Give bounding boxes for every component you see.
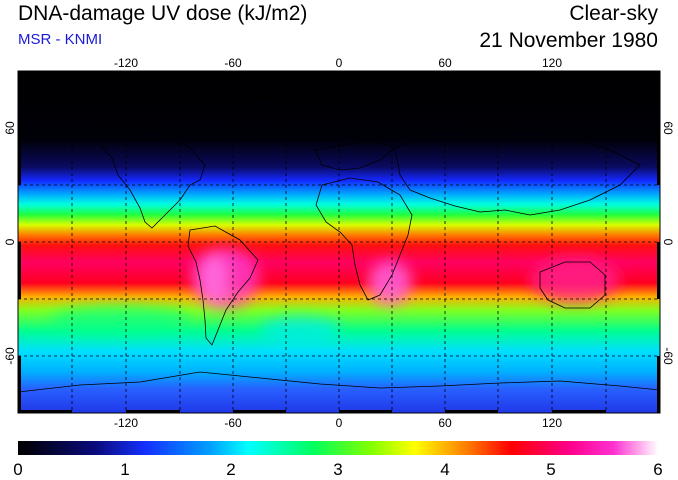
lon-tick-label: -120: [114, 56, 138, 70]
uv-hotspot-southern-africa: [368, 261, 412, 305]
lon-tick-label: -60: [224, 416, 242, 430]
colorbar-labels: 0 1 2 3 4 5 6: [13, 460, 662, 479]
sky-condition-label: Clear-sky: [569, 2, 658, 25]
lon-tick-label: -120: [114, 416, 138, 430]
lon-tick-label: 60: [438, 56, 452, 70]
lon-tick-label: -60: [224, 56, 242, 70]
coastline-north-america: [94, 121, 206, 229]
colorbar-tick-label: 6: [653, 460, 662, 479]
lon-tick-label: 0: [336, 56, 343, 70]
date-label: 21 November 1980: [479, 29, 658, 52]
colorbar-tick-label: 2: [226, 460, 235, 479]
source-label: MSR - KNMI: [18, 31, 103, 48]
colorbar-tick-label: 3: [333, 460, 342, 479]
uv-low-south-atlantic: [260, 316, 340, 344]
lon-labels-bottom: -120 -60 0 60 120: [114, 416, 562, 430]
lat-tick-label: 0: [3, 238, 17, 245]
lat-tick-label: 60: [661, 121, 675, 135]
uv-hotspot-andes-halo: [191, 248, 259, 308]
lat-labels-left: 60 0 -60: [3, 121, 17, 365]
coastline-europe: [314, 139, 396, 171]
coastlines: [18, 95, 660, 393]
colorbar-tick-label: 1: [120, 460, 129, 479]
coastline-south-america: [187, 225, 259, 346]
lon-tick-label: 120: [542, 416, 562, 430]
uv-low-south-pacific: [50, 306, 190, 334]
colorbar-tick-label: 4: [440, 460, 449, 479]
lat-tick-label: 60: [3, 121, 17, 135]
lat-tick-label: 0: [661, 239, 675, 246]
lon-tick-label: 0: [336, 416, 343, 430]
lat-tick-label: -60: [661, 347, 675, 365]
lat-labels-right: 60 0 -60: [661, 121, 675, 365]
colorbar-tick-label: 0: [13, 460, 22, 479]
coastline-antarctica: [18, 371, 660, 393]
map-frame: [17, 70, 661, 414]
colorbar: [18, 441, 658, 455]
map-title: DNA-damage UV dose (kJ/m2): [18, 2, 308, 25]
colorbar-tick-label: 5: [546, 460, 555, 479]
uv-heatmap: [18, 71, 660, 413]
lon-tick-label: 60: [438, 416, 452, 430]
lat-tick-label: -60: [3, 347, 17, 365]
lon-labels-top: -120 -60 0 60 120: [114, 56, 562, 70]
uv-hotspot-australia: [530, 258, 620, 302]
coastline-africa: [315, 177, 413, 301]
lon-tick-label: 120: [542, 56, 562, 70]
coastline-australia: [539, 261, 606, 309]
coastline-asia: [394, 124, 641, 216]
graticule: [18, 71, 660, 413]
